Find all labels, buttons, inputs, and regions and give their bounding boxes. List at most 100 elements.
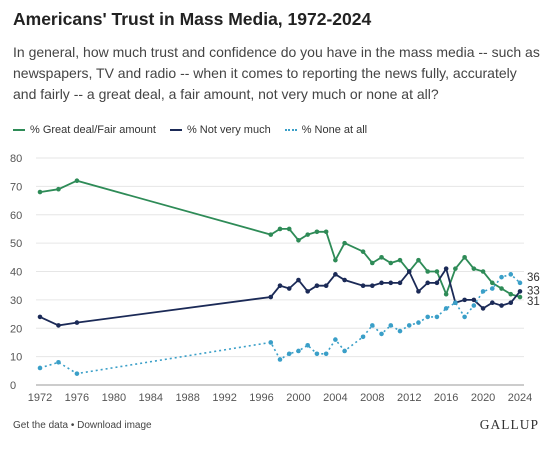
legend-label-not-very: % Not very much bbox=[186, 124, 271, 136]
data-point-1-2015 bbox=[434, 280, 440, 286]
data-point-0-2024 bbox=[517, 294, 523, 300]
data-point-2-2018 bbox=[462, 314, 467, 320]
data-point-0-2016 bbox=[443, 291, 449, 297]
data-point-2-1999 bbox=[286, 351, 292, 357]
data-point-0-2014 bbox=[425, 269, 430, 274]
data-point-1-2007 bbox=[360, 283, 366, 288]
data-point-1-1972 bbox=[37, 314, 43, 320]
x-tick-label-2020: 2020 bbox=[471, 392, 495, 404]
x-tick-label-2012: 2012 bbox=[397, 392, 421, 404]
data-point-2-2023 bbox=[508, 272, 514, 277]
data-point-0-2000 bbox=[296, 237, 301, 243]
data-point-0-1976 bbox=[74, 178, 80, 183]
x-tick-label-2004: 2004 bbox=[323, 392, 347, 404]
legend: % Great deal/Fair amount % Not very much… bbox=[13, 124, 367, 136]
x-tick-label-2016: 2016 bbox=[434, 392, 458, 404]
data-point-2-2017 bbox=[453, 300, 458, 306]
data-point-1-2002 bbox=[314, 283, 320, 288]
data-point-2-2016 bbox=[443, 306, 449, 311]
data-point-1-2001 bbox=[305, 289, 310, 294]
data-point-0-2010 bbox=[388, 260, 394, 266]
data-point-1-2019 bbox=[471, 297, 477, 303]
data-point-2-2009 bbox=[379, 331, 384, 337]
x-tick-label-1992: 1992 bbox=[212, 392, 236, 404]
data-point-2-1997 bbox=[268, 340, 274, 345]
legend-item-great: % Great deal/Fair amount bbox=[13, 124, 156, 136]
data-point-1-2013 bbox=[416, 289, 421, 294]
footer-links[interactable]: Get the data • Download image bbox=[13, 420, 152, 431]
x-tick-label-1980: 1980 bbox=[102, 392, 126, 404]
data-point-2-2011 bbox=[397, 328, 403, 334]
y-tick-label-50: 50 bbox=[10, 238, 22, 250]
data-point-1-2003 bbox=[323, 283, 329, 288]
data-point-0-2009 bbox=[379, 255, 384, 260]
y-tick-label-10: 10 bbox=[10, 352, 22, 364]
x-tick-label-2000: 2000 bbox=[286, 392, 310, 404]
data-point-2-2020 bbox=[480, 289, 486, 294]
data-point-1-2010 bbox=[388, 280, 394, 286]
data-point-1-2009 bbox=[379, 280, 384, 286]
legend-label-great: % Great deal/Fair amount bbox=[30, 124, 156, 136]
y-tick-label-70: 70 bbox=[10, 181, 22, 193]
data-point-2-2004 bbox=[333, 337, 338, 342]
data-point-1-2024 bbox=[517, 289, 523, 294]
legend-swatch-none bbox=[284, 129, 297, 131]
legend-label-none: % None at all bbox=[301, 124, 368, 136]
data-point-0-2021 bbox=[490, 280, 495, 286]
data-point-0-2018 bbox=[462, 255, 467, 260]
data-point-0-2017 bbox=[453, 266, 458, 271]
legend-swatch-not-very bbox=[169, 129, 182, 131]
chart-title: Americans' Trust in Mass Media, 1972-202… bbox=[13, 9, 372, 29]
x-tick-label-1996: 1996 bbox=[249, 392, 273, 404]
data-point-2-2022 bbox=[499, 274, 504, 280]
data-point-2-1998 bbox=[277, 357, 283, 362]
y-tick-label-30: 30 bbox=[10, 295, 22, 307]
data-point-1-2021 bbox=[490, 300, 495, 306]
data-point-0-2022 bbox=[499, 286, 504, 291]
data-point-1-1976 bbox=[74, 320, 80, 325]
data-point-1-1974 bbox=[56, 323, 61, 328]
data-point-2-2007 bbox=[360, 334, 366, 340]
data-point-0-2011 bbox=[397, 257, 403, 263]
data-point-0-2007 bbox=[360, 249, 366, 254]
data-point-0-1997 bbox=[268, 232, 274, 237]
series-line-0 bbox=[39, 179, 521, 298]
data-point-2-2000 bbox=[296, 348, 301, 354]
y-tick-label-40: 40 bbox=[10, 267, 22, 279]
data-point-0-2003 bbox=[323, 229, 329, 235]
data-point-0-1999 bbox=[286, 226, 292, 232]
data-point-1-2012 bbox=[406, 269, 412, 274]
x-tick-label-2008: 2008 bbox=[360, 392, 384, 404]
data-point-2-2021 bbox=[490, 286, 495, 291]
gallup-logo: GALLUP bbox=[479, 417, 539, 432]
data-point-0-1974 bbox=[56, 186, 61, 192]
data-point-1-2005 bbox=[342, 277, 347, 283]
data-point-1-2000 bbox=[296, 277, 301, 283]
data-point-0-2001 bbox=[305, 232, 310, 237]
data-point-1-2011 bbox=[397, 280, 403, 286]
data-point-2-2002 bbox=[314, 351, 320, 357]
x-tick-label-1988: 1988 bbox=[175, 392, 199, 404]
data-point-1-2016 bbox=[443, 266, 449, 271]
data-point-2-2010 bbox=[388, 323, 394, 328]
x-tick-label-1976: 1976 bbox=[65, 392, 89, 404]
data-point-1-2018 bbox=[462, 297, 467, 303]
series-line-1 bbox=[39, 266, 521, 327]
data-point-2-2024 bbox=[517, 280, 523, 286]
data-point-0-2008 bbox=[370, 260, 375, 266]
data-point-1-2023 bbox=[508, 300, 514, 306]
x-tick-label-2024: 2024 bbox=[508, 392, 532, 404]
end-label-1: 33 bbox=[527, 285, 540, 297]
x-tick-label-1972: 1972 bbox=[28, 392, 52, 404]
data-point-0-2002 bbox=[314, 229, 320, 235]
end-label-0: 31 bbox=[527, 296, 540, 308]
data-point-2-2014 bbox=[425, 314, 430, 320]
data-point-2-1974 bbox=[56, 360, 61, 365]
y-tick-label-80: 80 bbox=[10, 153, 22, 165]
data-point-1-2008 bbox=[370, 283, 375, 288]
data-point-1-2014 bbox=[425, 280, 430, 286]
data-point-2-2001 bbox=[305, 342, 310, 348]
data-point-2-1972 bbox=[37, 365, 43, 371]
data-point-0-2019 bbox=[471, 266, 477, 271]
